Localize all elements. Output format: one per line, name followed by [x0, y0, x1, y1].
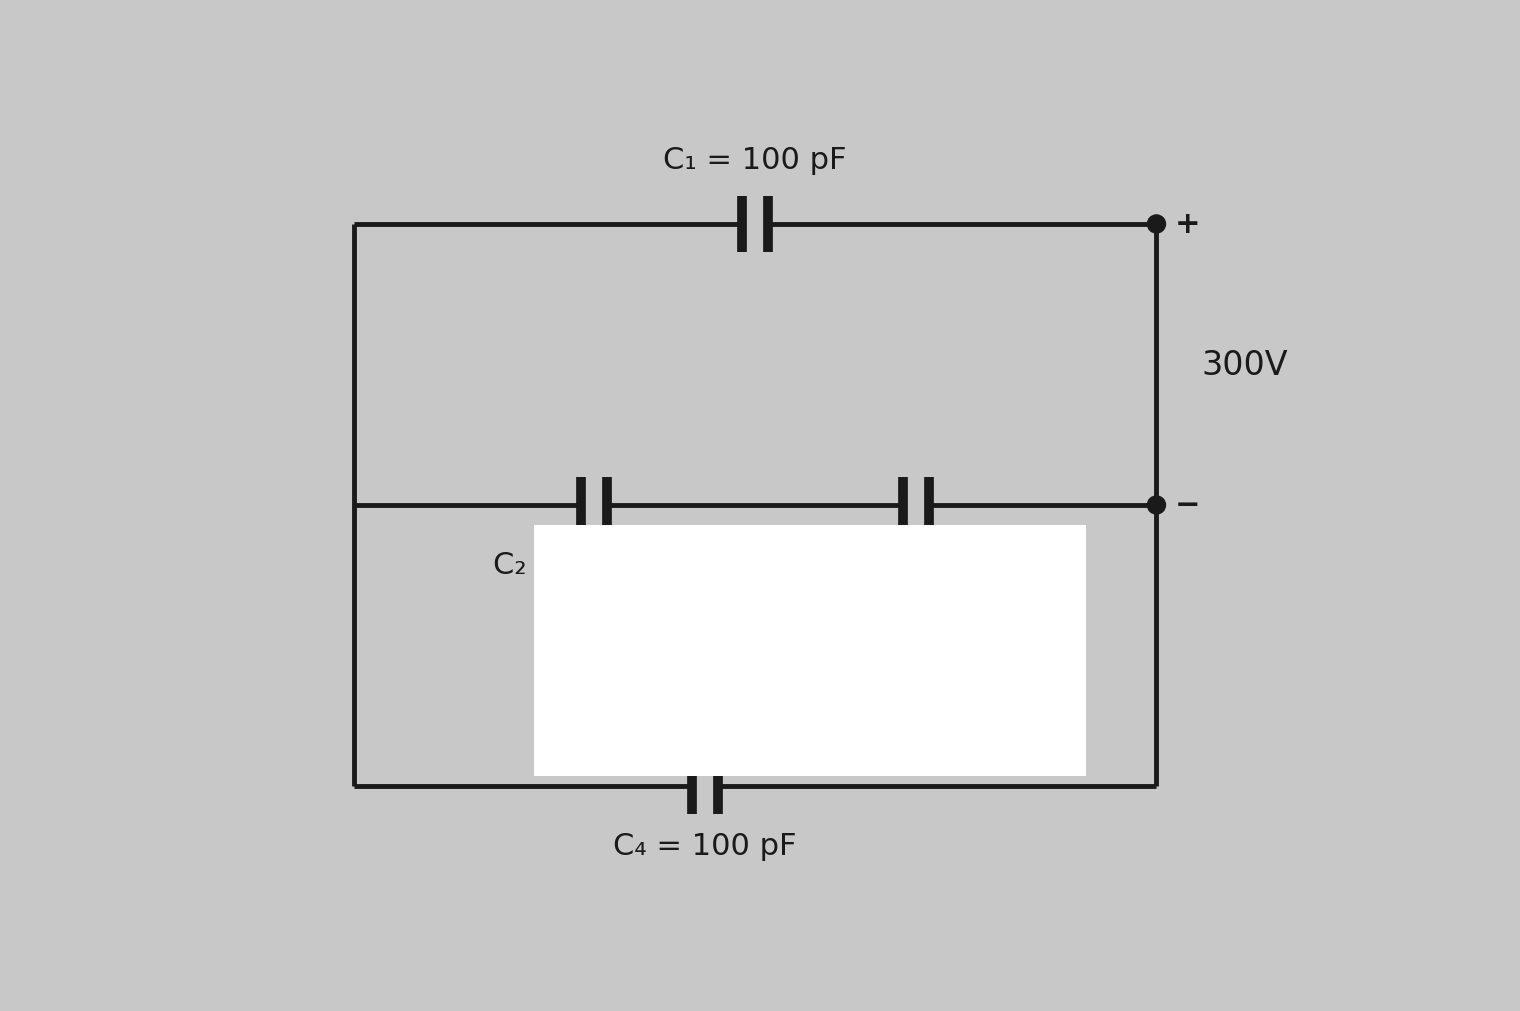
- Text: +: +: [1175, 210, 1201, 240]
- Text: −: −: [1175, 491, 1199, 520]
- Text: C₁ = 100 pF: C₁ = 100 pF: [663, 146, 847, 175]
- Text: C₂ = 200 pF: C₂ = 200 pF: [492, 551, 676, 579]
- Bar: [534, 526, 1087, 776]
- Text: C₄ = 100 pF: C₄ = 100 pF: [613, 831, 796, 860]
- Text: 300V: 300V: [1202, 349, 1289, 381]
- Circle shape: [1148, 496, 1166, 515]
- Text: C₃ = 200 pF: C₃ = 200 pF: [824, 551, 1008, 579]
- Circle shape: [1148, 215, 1166, 234]
